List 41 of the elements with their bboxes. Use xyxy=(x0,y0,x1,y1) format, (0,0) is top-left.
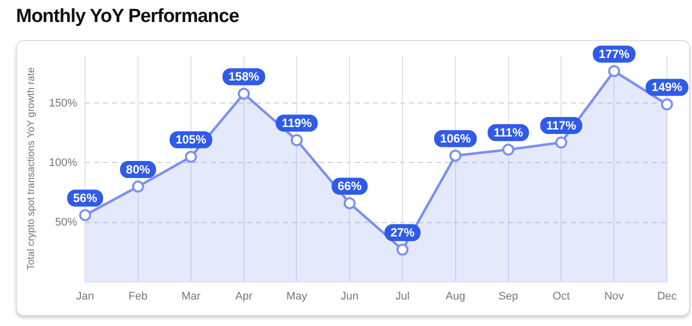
point xyxy=(661,98,673,110)
point xyxy=(290,134,303,146)
point xyxy=(238,88,250,100)
y-tick-label: 50% xyxy=(55,216,78,228)
x-tick-label: Jun xyxy=(340,290,358,302)
point xyxy=(449,150,462,162)
x-tick-label: Feb xyxy=(128,290,148,302)
point xyxy=(396,244,409,256)
point xyxy=(555,136,568,149)
x-tick-label: Jul xyxy=(395,290,410,302)
x-tick-label: May xyxy=(286,290,308,302)
x-tick-label: Dec xyxy=(657,290,678,302)
x-tick-label: Oct xyxy=(552,290,570,302)
text: 158% xyxy=(228,70,260,84)
text: 177% xyxy=(598,46,630,61)
text: 80% xyxy=(126,162,150,176)
x-tick-label: Mar xyxy=(181,290,201,302)
text: 27% xyxy=(390,225,415,240)
text: 117% xyxy=(546,118,576,132)
x-tick-label: Sep xyxy=(498,290,518,302)
point xyxy=(132,180,144,193)
point xyxy=(502,144,514,156)
x-tick-label: Jan xyxy=(76,290,94,302)
text: 105% xyxy=(176,132,206,147)
point xyxy=(184,150,197,163)
text: 106% xyxy=(440,131,471,146)
y-tick-label: 100% xyxy=(48,156,78,169)
x-tick-label: Nov xyxy=(604,290,624,302)
point xyxy=(608,65,620,78)
y-axis-title: Total crypto spot transactions YoY growth rate xyxy=(26,66,37,270)
text: 149% xyxy=(652,80,682,94)
point xyxy=(344,197,356,210)
text: 119% xyxy=(282,116,312,130)
chart-title: Monthly YoY Performance xyxy=(16,6,240,28)
x-tick-label: Aug xyxy=(446,290,466,302)
text: 111% xyxy=(494,125,523,140)
text: 56% xyxy=(73,190,98,205)
y-tick-label: 150% xyxy=(48,97,78,110)
point xyxy=(79,209,92,222)
text: 66% xyxy=(338,179,362,194)
x-tick-label: Apr xyxy=(235,290,253,302)
